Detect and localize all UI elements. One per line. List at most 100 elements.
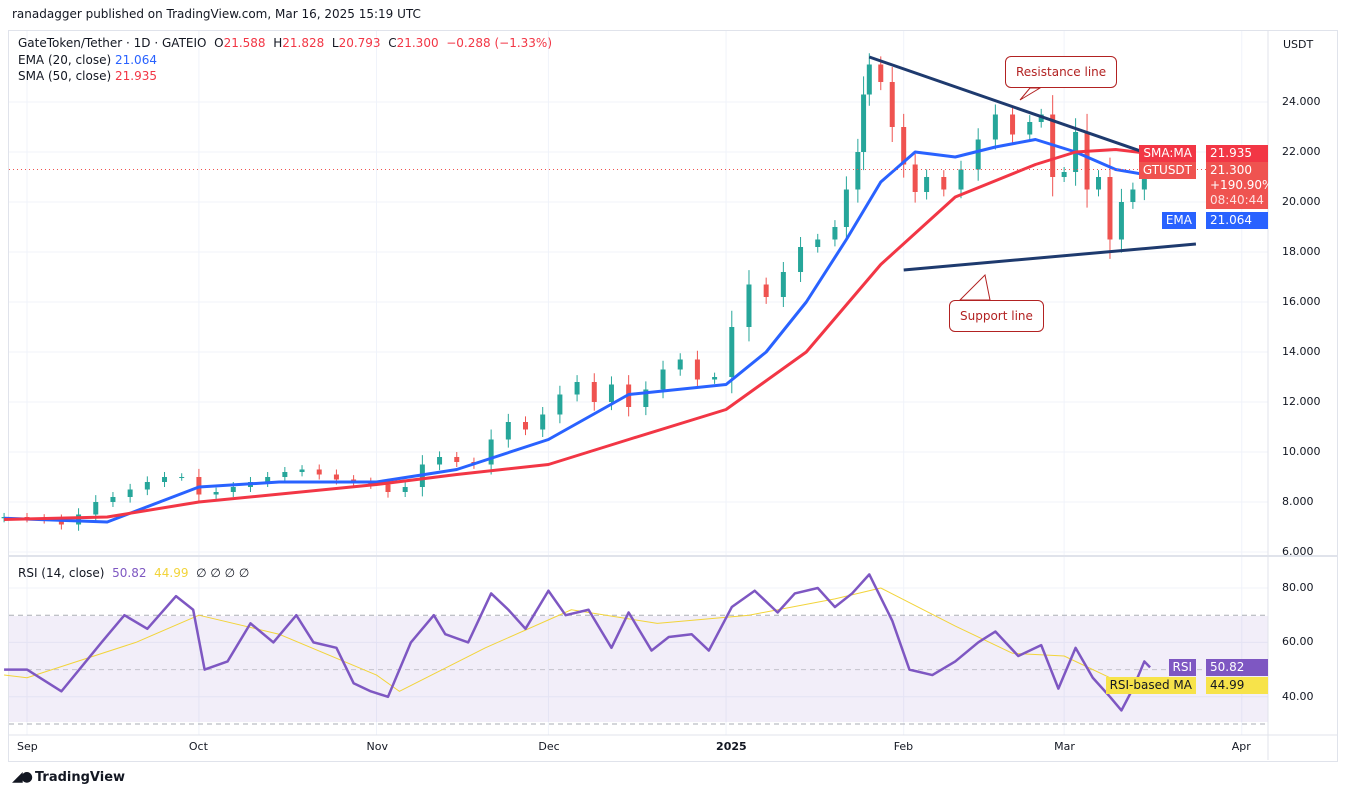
candle-body [144,482,150,490]
ema-tag-name: EMA [1161,212,1196,229]
price-tick-label: 14.000 [1282,345,1321,358]
sma-value: 21.935 [115,69,157,83]
candle-body [660,369,666,390]
time-tick-label: Apr [1231,740,1251,753]
ema-line [4,138,1151,524]
resistance-callout[interactable]: Resistance line [1005,56,1118,88]
rsi-tick-label: 60.00 [1282,635,1314,649]
candle-body [505,422,511,440]
rsi-tag-value: 50.82 [1206,659,1268,676]
open-label: O [214,36,224,50]
candle-body [924,177,930,192]
brand-name: TradingView [34,769,126,785]
price-tick-label: 8.000 [1282,495,1314,508]
price-tick-label: 16.000 [1282,295,1321,308]
candle-body [746,284,752,327]
ema-tag-value: 21.064 [1206,212,1268,229]
tradingview-logo-icon: ◢● [12,769,33,785]
candle-body [316,469,322,475]
candle-body [866,64,872,95]
currency-label[interactable]: USDT [1283,38,1314,51]
support-callout[interactable]: Support line [949,300,1044,332]
ema-label: EMA (20, close) [18,53,112,67]
rsi-ma-tag-name: RSI-based MA [1105,677,1196,694]
candle-body [591,382,597,402]
candle-body [643,389,649,407]
candle-body [230,487,236,492]
rsi-label: RSI (14, close) [18,566,105,580]
candle-body [282,472,288,477]
high-label: H [273,36,283,50]
candle-body [712,377,718,380]
support-callout-pointer [958,273,991,301]
price-tick-label: 18.000 [1282,245,1321,258]
symbol-legend: GateToken/Tether · 1D · GATEIO O21.588 H… [18,36,552,50]
last-price-tag: 21.300 +190.90% 08:40:44 [1206,162,1274,209]
candle-body [992,114,998,140]
sma-label: SMA (50, close) [18,69,112,83]
candle-body [385,484,391,492]
candle-body [1061,172,1067,177]
change-percent: +190.90% [1210,178,1274,192]
candle-body [110,497,116,502]
chart-frame [8,30,1338,762]
candle-body [454,457,460,462]
candle-body [93,502,99,515]
rsi-legend[interactable]: RSI (14, close) 50.82 44.99 ∅ ∅ ∅ ∅ [18,566,249,580]
candle-body [540,414,546,430]
rsi-ma-value: 44.99 [154,566,189,580]
candle-body [941,177,947,190]
candle-body [677,359,683,370]
candle-body [1118,202,1124,240]
rsi-extra-values: ∅ ∅ ∅ ∅ [196,566,250,580]
price-tick-label: 20.000 [1282,195,1321,208]
candle-body [861,94,867,152]
candle-body [437,457,443,465]
time-tick-label: 2025 [716,740,747,753]
price-tick-label: 12.000 [1282,395,1321,408]
candle-body [889,82,895,127]
tradingview-logo[interactable]: ◢● TradingView [12,769,125,785]
time-tick-label: Mar [1054,740,1075,753]
sma-legend[interactable]: SMA (50, close) 21.935 [18,69,157,83]
resistance-callout-pointer [1019,87,1042,101]
candle-body [729,327,735,377]
rsi-tag-name: RSI [1168,659,1196,676]
time-tick-label: Feb [893,740,914,753]
publisher-caption: ranadagger published on TradingView.com,… [12,7,421,21]
close-value: 21.300 [396,36,439,50]
candle-body [58,519,64,525]
price-tick-label: 22.000 [1282,145,1321,158]
candle-body [1010,114,1016,135]
time-tick-label: Dec [538,740,560,753]
candle-body [162,477,168,482]
time-tick-label: Nov [366,740,388,753]
candle-body [213,492,219,495]
candle-body [488,439,494,465]
candle-body [855,152,861,190]
open-value: 21.588 [223,36,266,50]
candle-body [179,477,185,478]
candle-body [299,469,305,472]
rsi-tick-label: 40.00 [1282,689,1314,703]
candle-body [1027,122,1033,135]
ema-legend[interactable]: EMA (20, close) 21.064 [18,53,157,67]
price-tick-label: 24.000 [1282,95,1321,108]
rsi-tick-label: 80.00 [1282,581,1314,594]
sma-tag-value: 21.935 [1206,145,1268,162]
symbol-title[interactable]: GateToken/Tether · 1D · GATEIO [18,36,207,50]
close-label: C [388,36,397,50]
resistance-trendline [868,55,1191,170]
symbol-tag-name: GTUSDT [1138,162,1196,179]
candle-body [1,517,7,519]
time-tick-label: Sep [17,740,38,753]
candle-body [127,489,133,497]
time-tick-label: Oct [188,740,208,753]
candle-body [333,474,339,480]
last-price: 21.300 [1210,163,1252,177]
low-label: L [331,36,339,50]
candle-body [832,227,838,240]
candle-body [815,239,821,247]
candle-body [402,487,408,492]
